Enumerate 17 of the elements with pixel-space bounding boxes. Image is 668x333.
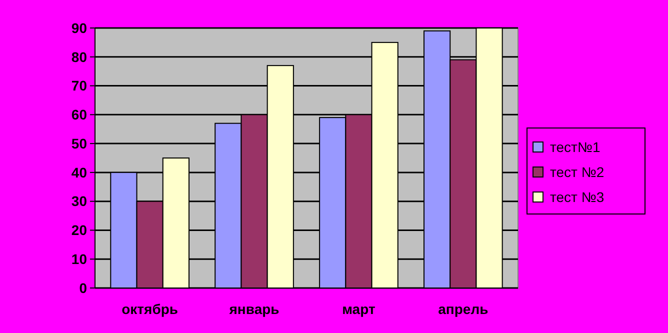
y-tick-label: 50 bbox=[71, 135, 88, 152]
legend-label: тест№1 bbox=[550, 138, 600, 155]
x-tick-label: октябрь bbox=[122, 301, 178, 317]
y-tick-label: 90 bbox=[71, 20, 88, 36]
legend-label: тест №3 bbox=[550, 188, 604, 205]
x-tick-label: январь bbox=[229, 301, 280, 317]
y-tick-label: 40 bbox=[71, 164, 88, 180]
x-tick-label: апрель bbox=[438, 301, 489, 317]
y-tick-label: 30 bbox=[71, 193, 88, 210]
legend-label: тест №2 bbox=[550, 164, 604, 180]
y-tick-label: 0 bbox=[79, 280, 88, 296]
y-tick-label: 60 bbox=[71, 106, 88, 123]
y-tick-label: 10 bbox=[71, 251, 88, 268]
y-tick-label: 80 bbox=[71, 48, 88, 65]
y-tick-label: 70 bbox=[71, 78, 88, 94]
x-tick-label: март bbox=[342, 301, 376, 317]
y-tick-label: 20 bbox=[71, 222, 88, 238]
